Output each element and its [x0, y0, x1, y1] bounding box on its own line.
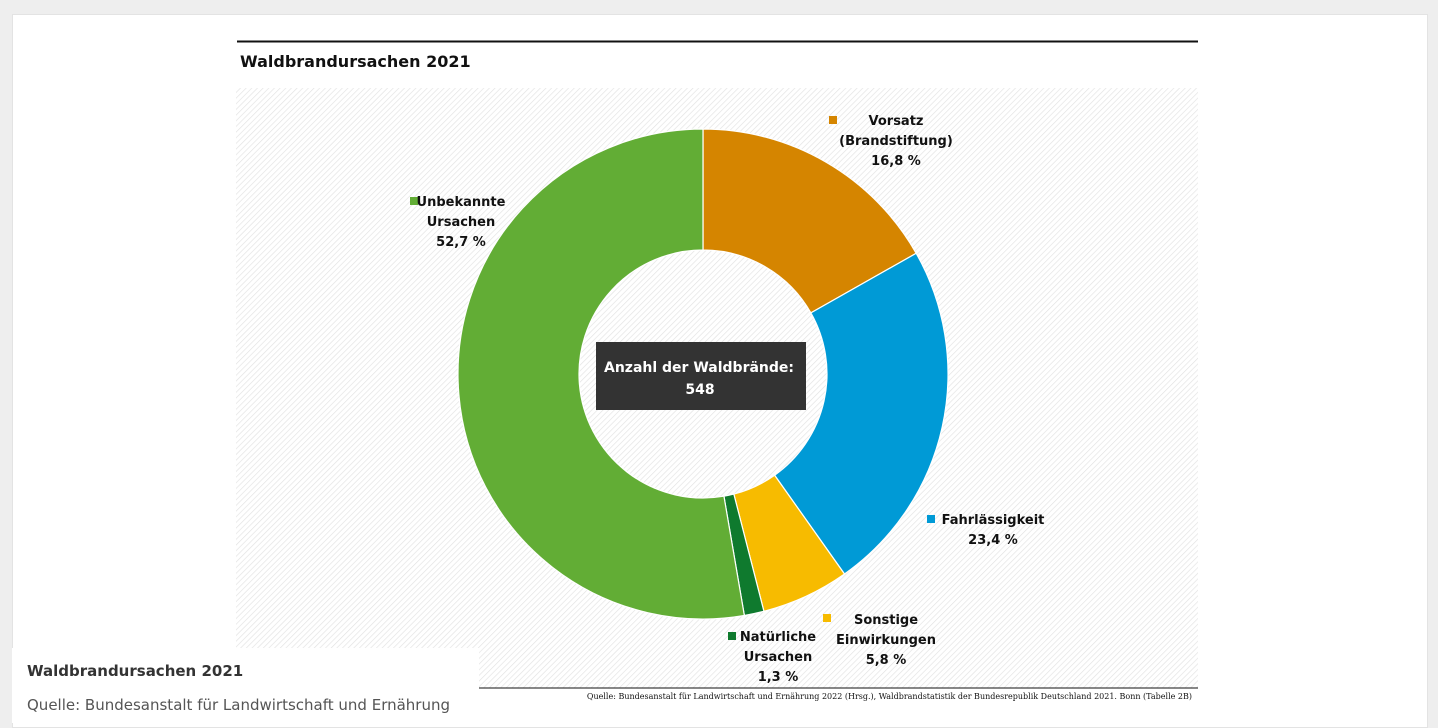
- chart-title: Waldbrandursachen 2021: [240, 52, 471, 71]
- slice-vorsatz: [702, 128, 918, 314]
- slice-fahrlaessigkeit: [773, 252, 949, 575]
- legend-marker-unbekannte: [410, 197, 418, 205]
- caption-panel: [12, 648, 479, 723]
- legend-marker-vorsatz: [829, 116, 837, 124]
- slice-label-unbekannte: Unbekannte: [417, 195, 506, 210]
- legend-marker-natuerliche: [728, 632, 736, 640]
- donut-slices: [457, 128, 949, 620]
- legend-marker-sonstige: [823, 614, 831, 622]
- slice-label-vorsatz: (Brandstiftung): [839, 134, 953, 149]
- data-label-unbekannte: 52,7 %: [436, 235, 486, 250]
- caption-title: Waldbrandursachen 2021: [27, 662, 244, 680]
- slice-label-natuerliche: Ursachen: [744, 650, 813, 665]
- data-label-vorsatz: 16,8 %: [871, 154, 921, 169]
- data-label-sonstige: 5,8 %: [866, 653, 907, 668]
- slice-label-fahrlaessigkeit: Fahrlässigkeit: [942, 513, 1045, 528]
- slice-label-natuerliche: Natürliche: [740, 630, 816, 645]
- center-box: [596, 342, 806, 410]
- slice-label-vorsatz: Vorsatz: [869, 114, 924, 129]
- legend-marker-fahrlaessigkeit: [927, 515, 935, 523]
- slice-label-sonstige: Einwirkungen: [836, 633, 936, 648]
- slice-label-unbekannte: Ursachen: [427, 215, 496, 230]
- data-label-natuerliche: 1,3 %: [758, 670, 799, 685]
- center-label: Anzahl der Waldbrände:: [604, 360, 794, 376]
- data-label-fahrlaessigkeit: 23,4 %: [968, 533, 1018, 548]
- caption-source: Quelle: Bundesanstalt für Landwirtschaft…: [27, 696, 451, 714]
- center-value: 548: [685, 382, 714, 398]
- chart-source: Quelle: Bundesanstalt für Landwirtschaft…: [587, 692, 1192, 701]
- slice-label-sonstige: Sonstige: [854, 613, 918, 628]
- slice-unbekannte: [457, 128, 746, 620]
- slice-labels: Vorsatz (Brandstiftung) 16,8 % Fahrlässigke…: [410, 114, 1044, 685]
